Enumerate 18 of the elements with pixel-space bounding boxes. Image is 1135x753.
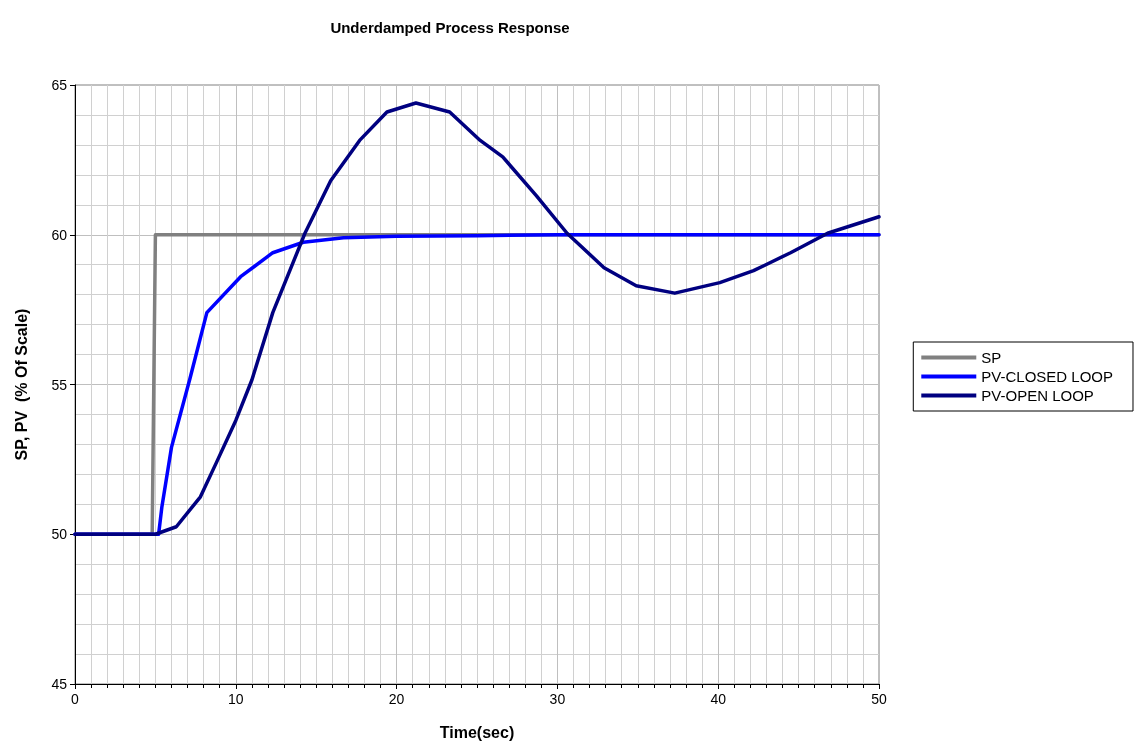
x-tick-label: 0: [71, 691, 80, 707]
y-tick-label: 55: [51, 376, 68, 393]
x-tick-label: 10: [228, 691, 244, 707]
x-tick-label: 40: [710, 691, 727, 707]
chart-title: Underdamped Process Response: [330, 19, 570, 36]
x-tick-label: 30: [549, 691, 566, 707]
legend-label: PV-CLOSED LOOP: [981, 368, 1114, 385]
x-tick-label: 50: [871, 691, 887, 707]
y-tick-label: 45: [51, 676, 68, 692]
legend-label: SP: [981, 349, 1002, 366]
x-tick-label: 20: [388, 691, 405, 707]
y-tick-label: 65: [51, 77, 68, 93]
x-axis-title: Time(sec): [439, 723, 515, 741]
legend-label: PV-OPEN LOOP: [981, 387, 1094, 404]
y-axis-title: SP, PV (% Of Scale): [12, 308, 30, 461]
line-series: [73, 101, 881, 536]
y-tick-label: 50: [51, 526, 68, 543]
y-tick-label: 60: [51, 226, 68, 243]
